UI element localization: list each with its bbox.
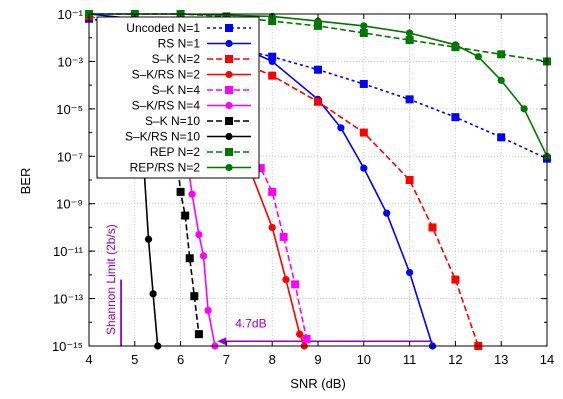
y-tick-label: 10⁻⁹ xyxy=(56,197,83,212)
legend-label-s-k-n-4: S–K N=4 xyxy=(152,83,201,97)
data-point-s-k-n-10 xyxy=(194,330,203,339)
data-point-uncoded-n-1 xyxy=(497,133,506,142)
data-point-rep-n-2 xyxy=(405,36,414,45)
gap-label: 4.7dB xyxy=(235,316,266,330)
data-point-s-k-n-10 xyxy=(185,254,194,263)
data-point-rs-n-1 xyxy=(337,124,345,132)
data-point-rep-rs-n-2 xyxy=(406,29,414,37)
y-tick-label: 10⁻⁷ xyxy=(57,149,83,164)
data-point-s-k-rs-n-2 xyxy=(268,223,276,232)
legend-marker-s-k-rs-n-4 xyxy=(225,101,233,110)
x-tick-label: 14 xyxy=(540,352,554,367)
x-tick-label: 4 xyxy=(85,352,92,367)
data-point-s-k-rs-n-4 xyxy=(204,306,212,315)
data-point-rs-n-1 xyxy=(268,57,276,66)
legend-marker-rs-n-1 xyxy=(225,39,233,48)
y-tick-label: 10⁻¹³ xyxy=(53,292,84,307)
x-tick-label: 10 xyxy=(357,352,371,367)
x-axis: 4 5 6 7 8 9 10 11 12 13 14 xyxy=(85,14,554,367)
legend-label-rep-rs-n-2: REP/RS N=2 xyxy=(130,161,201,175)
y-tick-label: 10⁻³ xyxy=(57,54,83,69)
legend-label-s-k-n-2: S–K N=2 xyxy=(152,52,201,66)
y-tick-label: 10⁻¹¹ xyxy=(53,244,84,259)
data-point-s-k-n-2 xyxy=(268,71,277,80)
data-point-rep-n-2 xyxy=(497,50,506,59)
series-line-s-k-rs-n-4 xyxy=(179,113,216,347)
y-tick-label: 10⁻⁵ xyxy=(56,102,83,117)
data-point-s-k-n-4 xyxy=(291,280,300,289)
data-point-s-k-n-2 xyxy=(359,128,368,137)
data-point-s-k-n-10 xyxy=(181,211,190,220)
x-tick-label: 11 xyxy=(403,352,417,367)
data-point-uncoded-n-1 xyxy=(405,95,414,104)
x-tick-label: 9 xyxy=(314,352,321,367)
data-point-s-k-n-4 xyxy=(268,187,277,196)
legend-label-rs-n-1: RS N=1 xyxy=(158,37,201,51)
y-tick-label: 10⁻¹⁵ xyxy=(52,339,83,354)
data-point-s-k-rs-n-2 xyxy=(296,330,304,338)
annotations: Shannon Limit (2b/s) 4.7dB xyxy=(104,224,433,346)
x-tick-label: 6 xyxy=(177,352,184,367)
data-point-rep-rs-n-2 xyxy=(474,53,482,61)
x-tick-label: 5 xyxy=(131,352,138,367)
legend-marker-rep-rs-n-2 xyxy=(225,163,233,172)
data-point-rep-rs-n-2 xyxy=(520,105,528,113)
data-point-s-k-rs-n-2 xyxy=(282,276,290,284)
data-point-s-k-n-2 xyxy=(405,176,414,184)
data-point-s-k-n-2 xyxy=(428,223,437,232)
data-point-s-k-rs-n-4 xyxy=(195,230,203,239)
legend-label-rep-n-2: REP N=2 xyxy=(150,145,200,159)
y-tick-label: 10⁻¹ xyxy=(57,7,83,22)
legend-label-uncoded-n-1: Uncoded N=1 xyxy=(126,21,200,35)
x-tick-label: 12 xyxy=(448,352,462,367)
data-point-rs-n-1 xyxy=(383,209,391,217)
shannon-limit-label: Shannon Limit (2b/s) xyxy=(104,224,118,335)
legend-marker-s-k-n-2 xyxy=(225,55,233,63)
data-point-s-k-rs-n-10 xyxy=(144,235,153,243)
data-point-rep-rs-n-2 xyxy=(497,76,505,84)
data-point-s-k-n-4 xyxy=(279,232,288,241)
data-point-uncoded-n-1 xyxy=(359,79,368,88)
legend-marker-uncoded-n-1 xyxy=(225,24,233,32)
data-point-rep-rs-n-2 xyxy=(360,22,368,30)
data-point-s-k-n-2 xyxy=(314,97,322,106)
legend-label-s-k-rs-n-4: S–K/RS N=4 xyxy=(132,99,201,113)
y-axis-title: BER xyxy=(18,168,33,195)
data-point-s-k-n-4 xyxy=(302,334,311,343)
data-point-rep-n-2 xyxy=(314,21,322,30)
data-point-uncoded-n-1 xyxy=(451,113,460,122)
data-point-s-k-n-4 xyxy=(256,164,265,173)
x-tick-label: 13 xyxy=(494,352,508,367)
legend-marker-rep-n-2 xyxy=(225,148,233,156)
data-point-s-k-n-10 xyxy=(190,292,199,301)
data-point-s-k-n-2 xyxy=(451,275,460,284)
x-axis-title: SNR (dB) xyxy=(290,376,346,391)
data-point-rep-n-2 xyxy=(359,28,368,37)
legend-marker-s-k-rs-n-2 xyxy=(225,70,233,79)
data-point-rep-n-2 xyxy=(268,17,277,26)
legend-label-s-k-rs-n-2: S–K/RS N=2 xyxy=(132,68,201,82)
data-point-uncoded-n-1 xyxy=(268,52,277,61)
legend-marker-s-k-n-10 xyxy=(225,117,233,125)
legend: Uncoded N=1RS N=1S–K N=2S–K/RS N=2S–K N=… xyxy=(96,16,260,179)
y-axis: 10⁻¹⁵ 10⁻¹³ 10⁻¹¹ 10⁻⁹ 10⁻⁷ 10⁻⁵ 10⁻³ 10⁻¹ xyxy=(52,7,547,354)
data-point-s-k-rs-n-4 xyxy=(199,252,208,260)
data-point-rep-rs-n-2 xyxy=(314,17,322,25)
data-point-rs-n-1 xyxy=(360,164,368,172)
x-tick-label: 7 xyxy=(223,352,230,367)
legend-marker-s-k-n-4 xyxy=(225,86,233,94)
data-point-uncoded-n-1 xyxy=(314,65,322,74)
legend-label-s-k-n-10: S–K N=10 xyxy=(145,114,200,128)
legend-marker-s-k-rs-n-10 xyxy=(225,132,233,141)
gap-arrow-head xyxy=(217,337,227,346)
data-point-rep-rs-n-2 xyxy=(451,41,459,49)
data-point-s-k-n-10 xyxy=(176,187,185,196)
data-point-rs-n-1 xyxy=(406,268,414,277)
data-point-s-k-rs-n-4 xyxy=(188,190,196,198)
data-point-s-k-rs-n-10 xyxy=(149,290,157,298)
x-tick-label: 8 xyxy=(269,352,276,367)
legend-label-s-k-rs-n-10: S–K/RS N=10 xyxy=(125,130,200,144)
